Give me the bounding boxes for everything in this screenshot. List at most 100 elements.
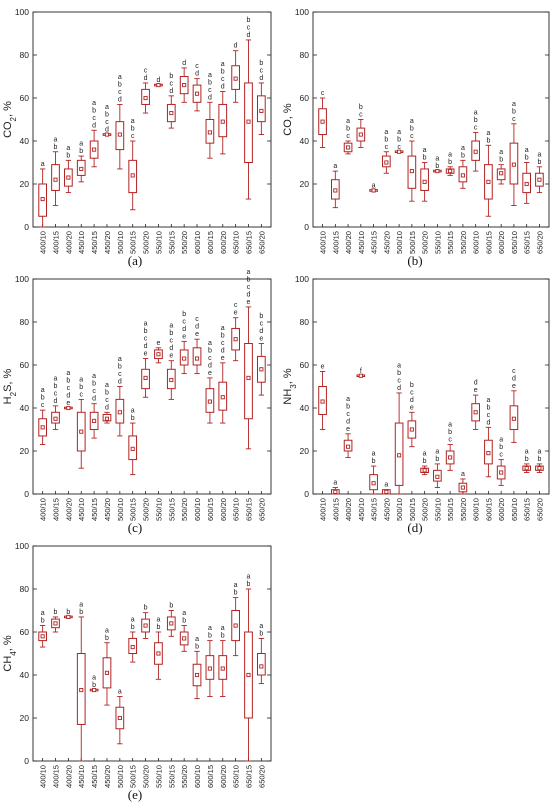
x-tick-label: 500/20 [142,498,151,521]
x-tick-label: 650/10 [232,765,241,788]
box-iqr [38,183,48,217]
box-500/10: 500/10 abc [394,129,404,254]
significance-letter: a [474,109,478,116]
y-axis-label: CH4, % [2,635,18,671]
x-tick-label: 600/15 [206,231,215,254]
significance-letter: b [384,136,388,143]
median-marker [130,446,135,451]
significance-letter: b [397,370,401,377]
median-marker [371,481,376,486]
x-tick-label: 400/20 [64,765,73,788]
x-tick-label: 600/10 [193,498,202,521]
box-iqr [231,610,240,642]
significance-letter: a [66,370,70,377]
significance-letter: b [41,395,45,402]
x-tick-label: 500/20 [142,231,151,254]
panel-caption-a: (a) [127,253,143,268]
significance-letter: b [486,137,490,144]
significance-letter: d [247,291,251,298]
box-iqr [496,168,506,181]
significance-letter: c [105,397,109,404]
box-iqr [102,657,112,689]
median-marker [409,427,414,432]
significance-letter: b [131,415,135,422]
box-iqr [330,179,340,200]
x-tick-label: 550/10 [433,498,442,521]
significance-letter: d [92,122,96,129]
significance-letter: a [346,396,350,403]
median-marker [384,160,389,165]
x-tick-label: 550/15 [167,231,176,254]
median-marker [371,188,376,193]
significance-letter: e [182,333,186,340]
y-tick-label: 40 [300,403,310,413]
x-tick-label: 650/15 [523,498,532,521]
significance-letter: a [537,151,541,158]
x-tick-label: 500/20 [421,231,430,254]
x-tick-label: 400/20 [344,498,353,521]
box-iqr [244,82,253,163]
y-tick-label: 20 [300,446,310,456]
box-400/15: 400/15 a [330,163,340,254]
significance-letter: d [208,362,212,369]
significance-letter: b [208,633,212,640]
significance-letter: a [499,149,503,156]
significance-letter: b [169,603,173,610]
median-marker [169,378,174,383]
median-marker [182,83,187,88]
median-marker [194,356,200,361]
x-tick-label: 550/15 [167,765,176,788]
x-tick-label: 650/15 [523,231,532,254]
box-600/10: 600/10 ab [192,636,202,788]
plot-frame [312,278,550,495]
box-550/20: 550/20 ab [179,610,189,788]
significance-letter: e [410,404,414,411]
significance-letter: a [397,129,401,136]
box-iqr [382,155,391,168]
x-tick-label: 400/20 [64,498,73,521]
box-650/15: 650/15 ab [244,574,253,788]
significance-letter: a [221,325,225,332]
box-650/15: 650/15 ab [522,147,532,254]
significance-letter: a [79,376,83,383]
significance-letter: b [410,126,414,133]
median-marker [333,489,338,494]
significance-letter: d [182,60,186,67]
significance-letter: a [461,471,465,478]
median-marker [499,470,504,475]
significance-letter: b [79,148,83,155]
significance-letter: b [221,633,225,640]
significance-letter: b [131,624,135,631]
significance-letter: a [41,610,45,617]
significance-letter: c [67,385,71,392]
y-tick-label: 20 [20,446,30,456]
significance-letter: a [410,118,414,125]
significance-letter: c [195,63,199,70]
significance-letter: a [118,356,122,363]
box-iqr [218,103,228,138]
significance-letter: a [499,437,503,444]
significance-letter: c [170,338,174,345]
box-iqr [330,489,340,495]
x-tick-label: 500/15 [129,231,138,254]
box-600/20: 600/20 abc [496,437,506,521]
x-tick-label: 450/15 [370,231,379,254]
box-450/20: 450/20 ab [102,627,112,788]
median-marker [233,337,238,342]
x-tick-label: 450/10 [77,231,86,254]
x-tick-label: 450/10 [77,498,86,521]
y-tick-label: 0 [24,222,29,232]
x-tick-label: 500/10 [116,498,125,521]
significance-letter: c [346,411,350,418]
y-tick-label: 0 [24,489,29,499]
box-600/10: 600/10 abc [471,109,481,254]
box-600/10: 600/10 de [471,380,481,521]
significance-letter: d [221,347,225,354]
significance-letter: c [346,133,350,140]
